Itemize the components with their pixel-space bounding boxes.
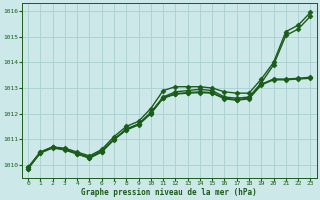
X-axis label: Graphe pression niveau de la mer (hPa): Graphe pression niveau de la mer (hPa) [81, 188, 257, 197]
